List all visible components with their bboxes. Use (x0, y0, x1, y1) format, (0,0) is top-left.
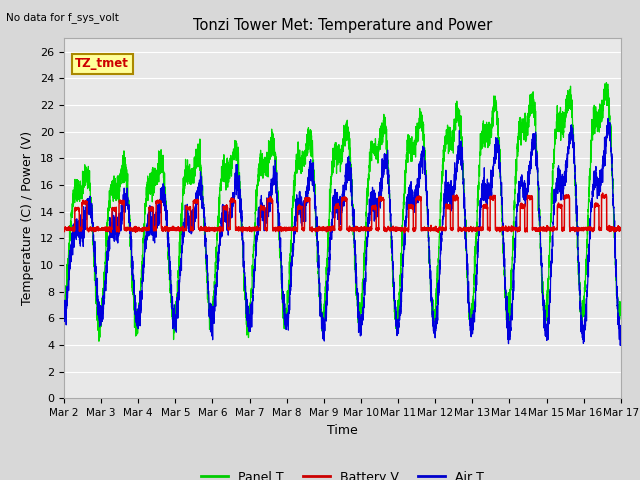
X-axis label: Time: Time (327, 424, 358, 437)
Title: Tonzi Tower Met: Temperature and Power: Tonzi Tower Met: Temperature and Power (193, 18, 492, 33)
Text: No data for f_sys_volt: No data for f_sys_volt (6, 12, 119, 23)
Legend: Panel T, Battery V, Air T: Panel T, Battery V, Air T (196, 466, 489, 480)
Text: TZ_tmet: TZ_tmet (75, 57, 129, 70)
Y-axis label: Temperature (C) / Power (V): Temperature (C) / Power (V) (22, 132, 35, 305)
